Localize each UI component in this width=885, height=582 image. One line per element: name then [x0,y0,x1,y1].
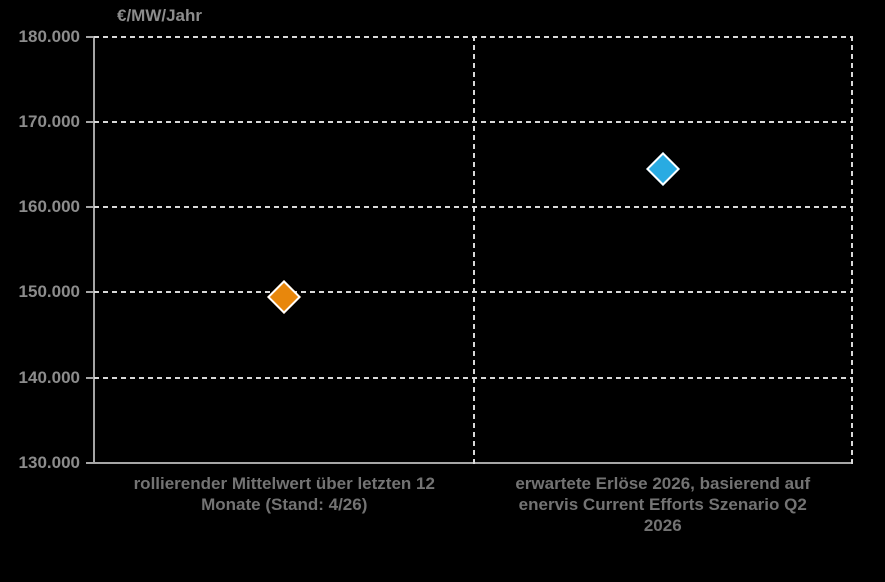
y-axis-tick-label: 150.000 [18,282,80,302]
data-point-expected-revenue-2026 [645,151,680,186]
y-axis-tick-label: 130.000 [18,453,80,472]
gridline-category-separator [472,36,475,467]
data-point-rolling-average-last-12-months [267,279,302,314]
y-axis-title: €/MW/Jahr [117,6,203,25]
y-axis-tick [86,206,94,209]
y-axis-tick [86,35,94,38]
x-axis-category-label: erwartete Erlöse 2026, basierend auf ener… [515,474,811,535]
gridline-category-separator [851,36,853,467]
y-axis-tick-label: 160.000 [18,197,80,217]
y-axis-tick [86,120,94,123]
y-axis-line [93,36,95,464]
x-axis-category-label: rollierender Mittelwert über letzten 12 M… [133,474,435,514]
y-axis-tick-label: 170.000 [18,111,80,131]
y-axis-tick [86,462,94,464]
y-axis-tick-label: 180.000 [18,26,80,46]
y-axis-tick-label: 140.000 [18,367,80,387]
y-axis-tick [86,376,94,379]
y-axis-tick [86,291,94,294]
